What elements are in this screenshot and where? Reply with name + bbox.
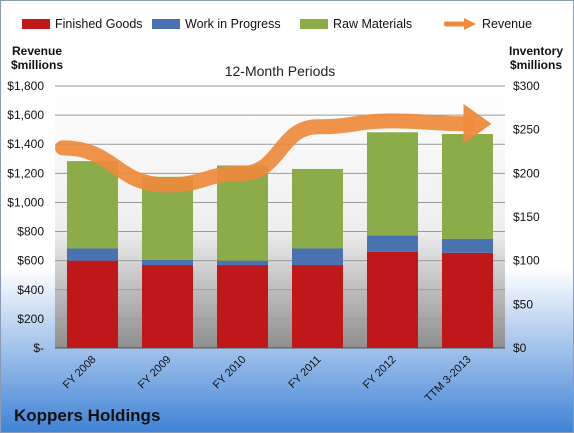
bar-work-in-progress xyxy=(142,259,193,266)
right-axis-title-line2: $millions xyxy=(509,58,562,72)
bar-finished-goods xyxy=(217,265,268,348)
bar-finished-goods xyxy=(367,251,418,348)
bar-work-in-progress xyxy=(217,260,268,266)
left-tick-label: $200 xyxy=(17,312,44,326)
company-name: Koppers Holdings xyxy=(14,406,161,425)
bar-raw-materials xyxy=(67,161,118,249)
left-tick-label: $600 xyxy=(17,254,44,268)
legend-arrow-icon xyxy=(443,18,476,30)
legend: Finished Goods Work in Progress Raw Mate… xyxy=(0,15,574,33)
legend-label-revenue: Revenue xyxy=(482,17,533,31)
legend-swatch-raw-materials xyxy=(300,19,328,29)
bar-finished-goods xyxy=(292,265,343,348)
left-tick-label: $800 xyxy=(17,225,44,239)
revenue-arrowhead xyxy=(463,103,492,144)
bar-finished-goods xyxy=(442,252,493,348)
legend-item-revenue: Revenue xyxy=(443,15,533,33)
bar-work-in-progress xyxy=(367,235,418,252)
bar-raw-materials xyxy=(442,134,493,239)
bar-raw-materials xyxy=(292,168,343,249)
left-tick-label: $1,800 xyxy=(7,79,44,93)
bar-finished-goods xyxy=(142,265,193,348)
right-tick-label: $200 xyxy=(513,166,540,180)
left-tick-label: $1,000 xyxy=(7,195,44,209)
left-tick-label: $400 xyxy=(17,283,44,297)
left-tick-label: $1,400 xyxy=(7,137,44,151)
legend-item-raw-materials: Raw Materials xyxy=(300,15,412,33)
right-axis-title: Inventory $millions xyxy=(503,44,569,72)
right-tick-label: $250 xyxy=(513,123,540,137)
legend-item-finished-goods: Finished Goods xyxy=(22,15,143,33)
chart-subtitle: 12-Month Periods xyxy=(224,63,336,79)
right-tick-label: $100 xyxy=(513,254,540,268)
right-tick-label: $300 xyxy=(513,79,540,93)
bar-work-in-progress xyxy=(442,238,493,253)
bar-raw-materials xyxy=(367,132,418,236)
bar-work-in-progress xyxy=(292,248,343,266)
left-tick-label: $1,200 xyxy=(7,166,44,180)
left-axis-title-line1: Revenue xyxy=(11,44,63,58)
right-tick-label: $150 xyxy=(513,210,540,224)
legend-swatch-finished-goods xyxy=(22,19,50,29)
left-axis-title-line2: $millions xyxy=(10,58,63,72)
legend-label-raw-materials: Raw Materials xyxy=(333,17,413,31)
legend-item-work-in-progress: Work in Progress xyxy=(152,15,281,33)
legend-label-work-in-progress: Work in Progress xyxy=(185,17,281,31)
revenue-line xyxy=(55,113,475,193)
legend-swatch-work-in-progress xyxy=(152,19,180,29)
bar-work-in-progress xyxy=(67,248,118,261)
left-tick-label: $1,600 xyxy=(7,108,44,122)
right-tick-label: $50 xyxy=(513,297,533,311)
right-axis-title-line1: Inventory xyxy=(508,44,563,58)
left-axis-title: Revenue $millions xyxy=(6,44,68,72)
right-tick-label: $0 xyxy=(513,341,527,355)
bar-finished-goods xyxy=(67,260,118,348)
left-tick-label: $- xyxy=(33,341,44,355)
legend-label-finished-goods: Finished Goods xyxy=(55,17,143,31)
